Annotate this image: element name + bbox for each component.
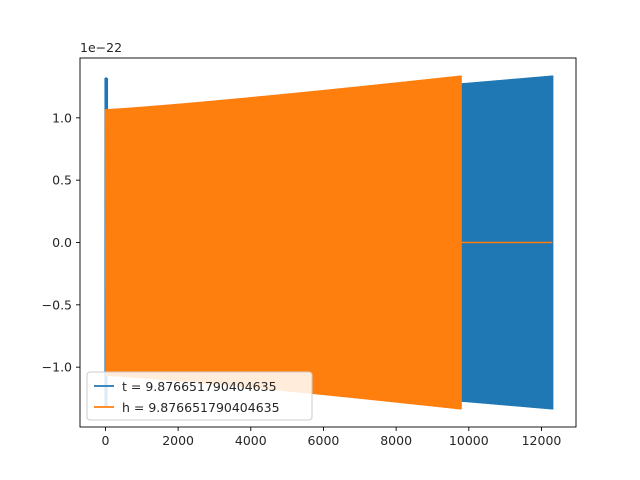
y-tick-label: 0.5 (52, 173, 72, 188)
legend-entry-label: t = 9.876651790404635 (122, 379, 277, 394)
axes: 0 2000 4000 6000 8000 10000 12000 −1.0 −0.5 0.0 0.… (42, 57, 577, 448)
y-tick-label: 0.0 (52, 235, 72, 250)
x-tick-label: 4000 (235, 433, 267, 448)
x-tick-label: 8000 (380, 433, 412, 448)
x-tick-label: 10000 (449, 433, 489, 448)
y-tick-label: −0.5 (42, 297, 72, 312)
legend-entry-label: h = 9.876651790404635 (122, 400, 280, 415)
x-tick-label: 0 (101, 433, 109, 448)
y-tick-label: 1.0 (52, 110, 72, 125)
series-line-h (104, 75, 462, 410)
y-axis-offset-label: 1e−22 (80, 40, 122, 55)
x-tick-label: 6000 (308, 433, 340, 448)
legend-box (86, 371, 313, 421)
legend: t = 9.876651790404635 h = 9.8766517904046… (86, 371, 313, 421)
x-tick-label: 2000 (162, 433, 194, 448)
plot-area (104, 75, 554, 410)
x-tick-label: 12000 (522, 433, 562, 448)
y-tick-label: −1.0 (42, 360, 72, 375)
